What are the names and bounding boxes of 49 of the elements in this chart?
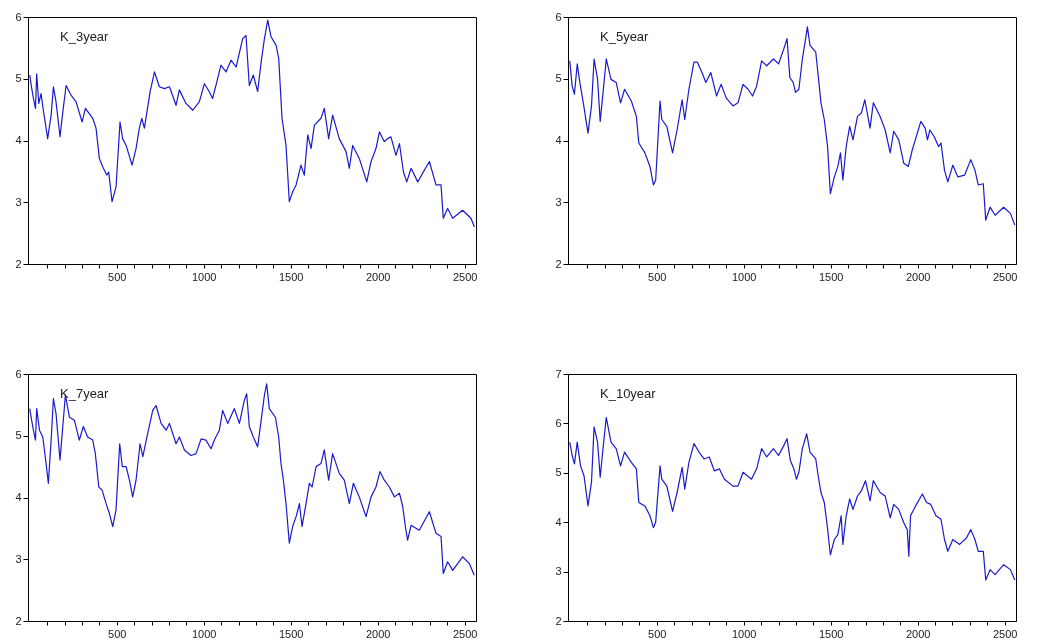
y-tick-label: 2: [15, 257, 22, 270]
y-tick-label: 3: [15, 195, 22, 208]
x-tick-label: 1500: [818, 270, 844, 283]
x-tick-label: 1000: [191, 627, 217, 640]
y-tick-label: 3: [555, 565, 562, 578]
y-tick-label: 5: [555, 72, 562, 85]
y-tick-label: 6: [15, 367, 22, 380]
y-tick-label: 2: [555, 614, 562, 627]
y-tick-label: 5: [15, 429, 22, 442]
x-tick-label: 1000: [731, 627, 757, 640]
x-tick-label: 2000: [365, 627, 391, 640]
x-tick-label: 1000: [191, 270, 217, 283]
y-tick-label: 6: [15, 10, 22, 23]
x-tick-label: 2000: [905, 270, 931, 283]
text: K_10year: [600, 386, 657, 401]
x-tick-label: 1500: [278, 627, 304, 640]
y-tick-label: 4: [555, 515, 562, 528]
y-tick-label: 3: [15, 552, 22, 565]
x-tick-label: 500: [648, 627, 667, 640]
y-tick-label: 2: [15, 614, 22, 627]
y-tick-label: 7: [555, 367, 562, 380]
y-tick-label: 6: [555, 10, 562, 23]
text: K_7year: [60, 386, 110, 401]
text: K_5year: [600, 29, 650, 44]
y-tick-label: 4: [15, 491, 22, 503]
x-tick-label: 2500: [992, 627, 1018, 640]
x-tick-label: 1000: [731, 270, 757, 283]
y-tick-label: 6: [555, 416, 562, 429]
x-tick-label: 2500: [992, 270, 1018, 283]
y-tick-label: 4: [15, 134, 22, 146]
line-series: [29, 19, 476, 228]
line-series: [29, 383, 475, 576]
x-tick-label: 500: [108, 270, 127, 283]
y-tick-label: 5: [555, 466, 562, 479]
x-tick-label: 1500: [818, 627, 844, 640]
y-tick-label: 2: [555, 257, 562, 270]
x-tick-label: 2000: [365, 270, 391, 283]
x-tick-label: 1500: [278, 270, 304, 283]
x-tick-label: 2500: [452, 270, 478, 283]
line-series: [569, 26, 1016, 226]
x-tick-label: 2000: [905, 627, 931, 640]
line-series: [569, 416, 1016, 581]
y-tick-label: 4: [555, 134, 562, 146]
x-tick-label: 500: [108, 627, 127, 640]
y-tick-label: 3: [555, 195, 562, 208]
y-tick-label: 5: [15, 72, 22, 85]
x-tick-label: 2500: [452, 627, 478, 640]
x-tick-label: 500: [648, 270, 667, 283]
text: K_3year: [60, 29, 110, 44]
